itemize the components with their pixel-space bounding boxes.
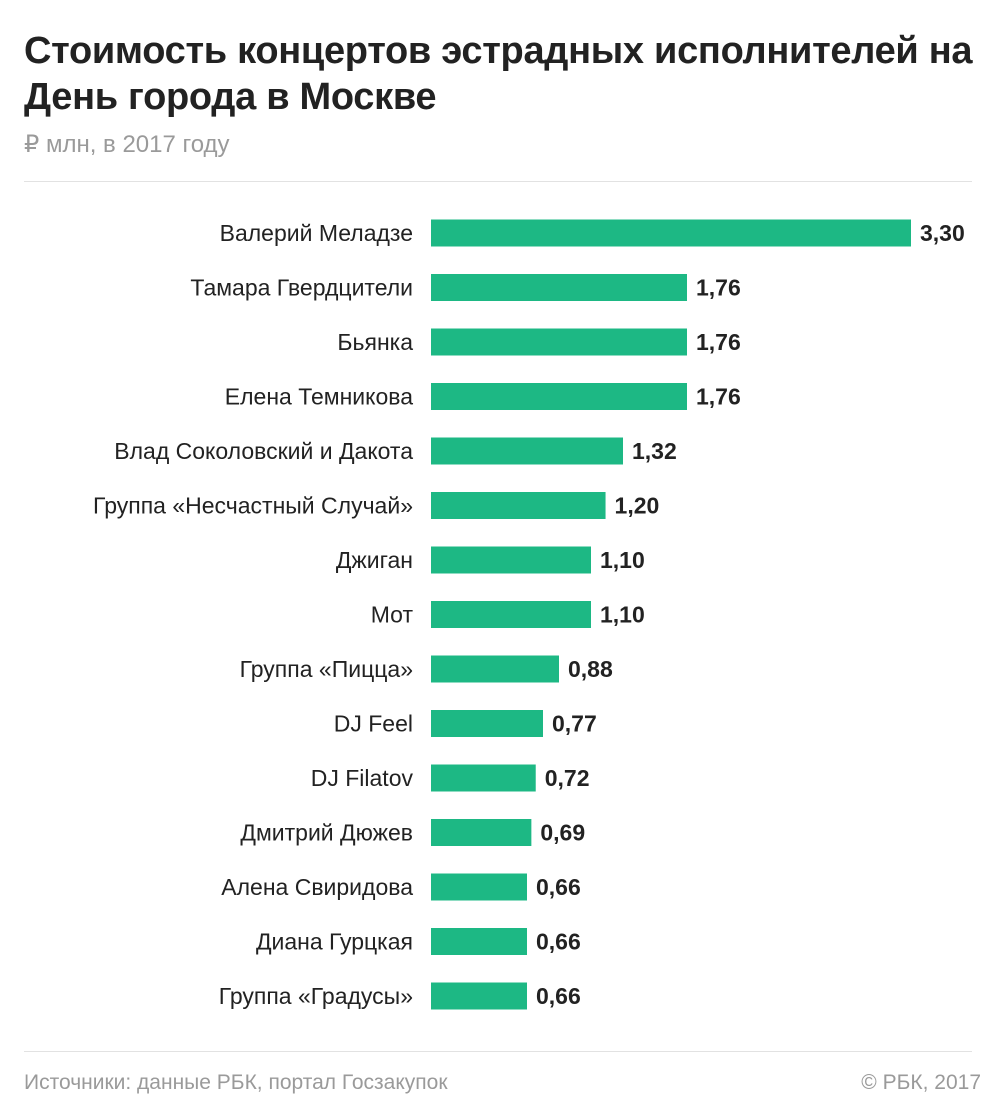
bar <box>431 601 591 628</box>
bar <box>431 219 911 247</box>
category-label: Джиган <box>336 547 413 573</box>
bottom-divider <box>24 1051 972 1052</box>
category-label: DJ Filatov <box>311 765 414 791</box>
bar <box>431 546 591 574</box>
value-label: 0,69 <box>540 820 585 846</box>
bar <box>431 710 543 737</box>
category-label: Группа «Градусы» <box>219 983 413 1009</box>
value-label: 0,66 <box>536 983 581 1009</box>
category-label: Влад Соколовский и Дакота <box>114 438 413 464</box>
copyright-note: © РБК, 2017 <box>861 1071 981 1094</box>
value-label: 0,66 <box>536 874 581 900</box>
bar <box>431 383 687 410</box>
value-label: 1,32 <box>632 438 677 464</box>
bar <box>431 492 606 519</box>
value-label: 1,76 <box>696 329 741 355</box>
category-label: Тамара Гвердцители <box>190 275 413 301</box>
bar <box>431 982 527 1010</box>
source-note: Источники: данные РБК, портал Госзакупок <box>24 1071 448 1094</box>
category-label: Группа «Несчастный Случай» <box>93 493 413 519</box>
bar <box>431 655 559 683</box>
category-label: Бьянка <box>337 329 413 355</box>
category-label: DJ Feel <box>334 711 413 737</box>
bar-chart: Валерий Меладзе 3,30 Тамара Гвердцители 1,7… <box>93 219 965 1010</box>
value-label: 0,72 <box>545 765 590 791</box>
value-label: 3,30 <box>920 220 965 246</box>
value-label: 1,76 <box>696 275 741 301</box>
chart-title: Стоимость концертов эстрадных исполнител… <box>24 30 973 118</box>
bar <box>431 328 687 356</box>
value-label: 1,76 <box>696 384 741 410</box>
value-label: 0,77 <box>552 711 597 737</box>
top-divider <box>24 181 972 182</box>
bar <box>431 873 527 901</box>
value-label: 0,66 <box>536 929 581 955</box>
chart-subtitle: ₽ млн, в 2017 году <box>24 131 230 158</box>
bar <box>431 437 623 465</box>
category-label: Валерий Меладзе <box>220 220 413 246</box>
bar <box>431 274 687 301</box>
category-label: Елена Темникова <box>225 384 413 410</box>
category-label: Дмитрий Дюжев <box>240 820 413 846</box>
category-label: Мот <box>371 602 414 628</box>
value-label: 1,10 <box>600 602 645 628</box>
bar <box>431 764 536 792</box>
value-label: 1,20 <box>615 493 660 519</box>
value-label: 0,88 <box>568 656 613 682</box>
value-label: 1,10 <box>600 547 645 573</box>
bar <box>431 819 532 846</box>
category-label: Группа «Пицца» <box>240 656 413 682</box>
category-label: Диана Гурцкая <box>256 929 413 955</box>
category-label: Алена Свиридова <box>221 874 413 900</box>
bar <box>431 928 527 955</box>
